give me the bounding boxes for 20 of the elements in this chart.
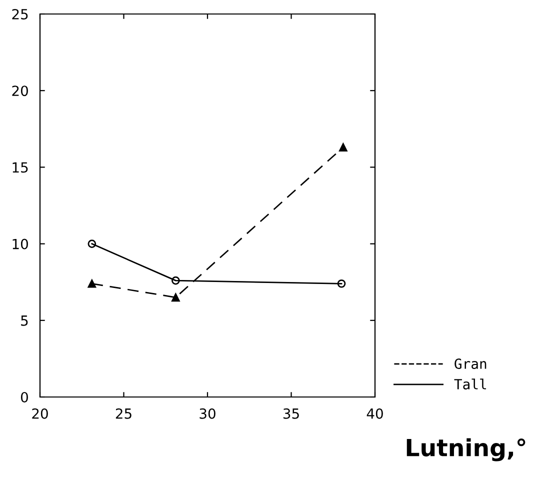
x-tick-label: 20 bbox=[32, 408, 48, 419]
point bbox=[88, 279, 96, 288]
point bbox=[337, 279, 346, 288]
y-tick-label: 0 bbox=[20, 392, 28, 402]
legend-label: Tall bbox=[454, 378, 486, 390]
x-tick-label: 30 bbox=[200, 408, 216, 419]
point bbox=[339, 143, 348, 152]
point bbox=[172, 293, 180, 302]
x-axis-title: Lutning,° bbox=[406, 438, 526, 462]
y-tick-label: 20 bbox=[12, 86, 28, 96]
y-tick-label: 10 bbox=[12, 238, 28, 250]
legend-label: Gran bbox=[454, 358, 486, 370]
x-tick-label: 35 bbox=[283, 408, 299, 419]
y-tick-label: 25 bbox=[12, 8, 28, 20]
point bbox=[88, 240, 96, 248]
point bbox=[172, 276, 180, 285]
y-tick-label: 5 bbox=[21, 316, 28, 326]
x-tick-label: 40 bbox=[366, 408, 383, 419]
x-tick-label: 25 bbox=[116, 408, 132, 419]
y-tick-label: 15 bbox=[12, 162, 28, 173]
